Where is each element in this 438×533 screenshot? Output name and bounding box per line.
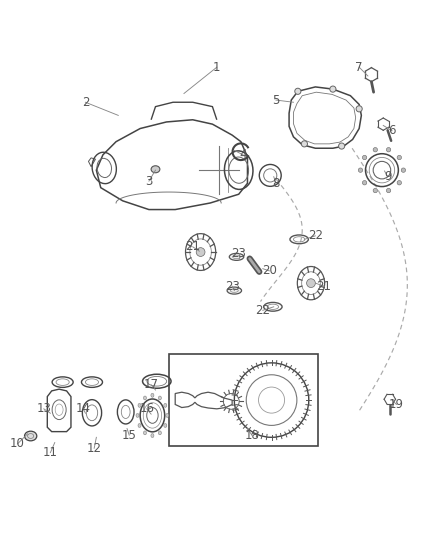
Ellipse shape (386, 188, 391, 193)
Ellipse shape (196, 248, 205, 256)
Ellipse shape (339, 143, 345, 149)
Text: 22: 22 (255, 304, 270, 317)
Text: 20: 20 (262, 264, 277, 277)
Ellipse shape (386, 148, 391, 152)
Ellipse shape (330, 86, 336, 92)
Text: 12: 12 (87, 442, 102, 455)
Text: 16: 16 (139, 402, 154, 415)
Text: 19: 19 (389, 398, 404, 411)
Ellipse shape (143, 396, 146, 400)
Text: 22: 22 (308, 229, 323, 243)
Ellipse shape (301, 141, 307, 147)
Ellipse shape (164, 424, 167, 427)
Ellipse shape (397, 155, 402, 160)
Text: 1: 1 (213, 61, 221, 74)
Text: 10: 10 (10, 438, 25, 450)
Text: 11: 11 (43, 446, 58, 459)
Text: 6: 6 (388, 124, 396, 137)
Ellipse shape (164, 403, 167, 407)
Ellipse shape (307, 279, 315, 287)
Ellipse shape (151, 393, 154, 397)
Text: 17: 17 (144, 378, 159, 391)
Ellipse shape (151, 166, 160, 173)
Text: 18: 18 (244, 429, 259, 442)
Ellipse shape (401, 168, 406, 172)
Ellipse shape (397, 181, 402, 185)
Ellipse shape (25, 431, 37, 441)
Text: 14: 14 (76, 402, 91, 415)
Ellipse shape (166, 414, 169, 417)
Text: 13: 13 (36, 402, 51, 415)
Text: 9: 9 (384, 170, 392, 183)
Ellipse shape (159, 396, 162, 400)
Ellipse shape (373, 148, 378, 152)
Ellipse shape (358, 168, 363, 172)
Ellipse shape (356, 106, 362, 112)
Ellipse shape (373, 188, 378, 193)
Ellipse shape (159, 431, 162, 435)
Text: 23: 23 (225, 280, 240, 293)
Text: 7: 7 (355, 61, 363, 74)
Text: 15: 15 (122, 429, 137, 442)
Text: 3: 3 (145, 175, 152, 188)
Ellipse shape (230, 253, 244, 260)
Text: 21: 21 (185, 240, 200, 253)
Ellipse shape (143, 431, 146, 435)
Ellipse shape (295, 88, 301, 94)
Ellipse shape (227, 287, 242, 294)
Ellipse shape (151, 434, 154, 438)
Ellipse shape (138, 424, 141, 427)
Text: 8: 8 (272, 177, 279, 190)
Text: 4: 4 (239, 148, 247, 161)
Ellipse shape (136, 414, 139, 417)
Ellipse shape (362, 155, 367, 160)
Ellipse shape (362, 181, 367, 185)
Text: 5: 5 (272, 94, 279, 107)
Ellipse shape (138, 403, 141, 407)
Text: 2: 2 (81, 96, 89, 109)
Text: 21: 21 (317, 280, 332, 293)
Text: 23: 23 (231, 247, 246, 260)
